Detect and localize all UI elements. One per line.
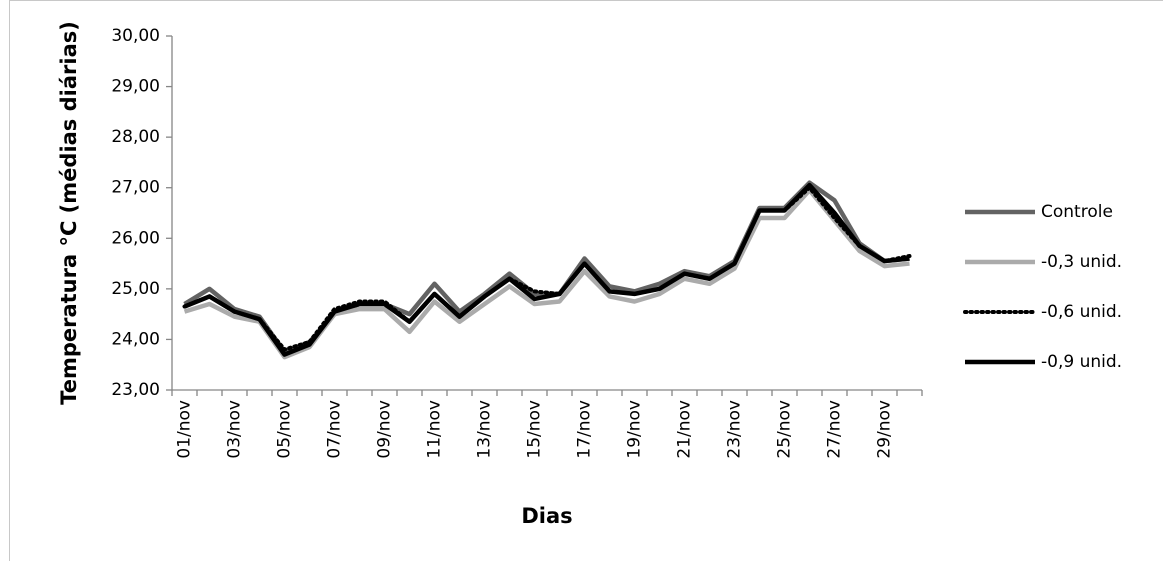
y-tick-label: 30,00 (111, 26, 160, 46)
x-tick-label: 03/nov (225, 400, 245, 459)
x-tick-label: 29/nov (875, 400, 895, 459)
series-line (182, 184, 912, 352)
series-line (183, 180, 910, 355)
legend-label: -0,9 unid. (1041, 352, 1122, 372)
legend-label: Controle (1041, 202, 1113, 222)
x-tick-label: 15/nov (525, 400, 545, 459)
x-tick-label: 23/nov (725, 400, 745, 459)
x-tick-label: 11/nov (425, 400, 445, 459)
y-tick-label: 23,00 (111, 380, 160, 400)
y-tick-label: 28,00 (111, 127, 160, 147)
y-tick-label: 27,00 (111, 178, 160, 198)
legend-label: -0,6 unid. (1041, 302, 1122, 322)
legend-label: -0,3 unid. (1041, 252, 1122, 272)
x-tick-label: 05/nov (275, 400, 295, 459)
y-tick-label: 25,00 (111, 279, 160, 299)
x-tick-label: 07/nov (325, 400, 345, 459)
y-tick-label: 29,00 (111, 77, 160, 97)
x-tick-label: 25/nov (775, 400, 795, 459)
y-tick-label: 24,00 (111, 329, 160, 349)
x-tick-label: 27/nov (825, 400, 845, 459)
x-tick-label: 09/nov (375, 400, 395, 459)
x-tick-label: 17/nov (575, 400, 595, 459)
series-line (183, 187, 910, 360)
y-axis-title: Temperatura °C (médias diárias) (57, 21, 81, 405)
x-tick-label: 21/nov (675, 400, 695, 459)
x-axis-title: Dias (521, 504, 572, 528)
y-tick-label: 26,00 (111, 228, 160, 248)
x-tick-label: 01/nov (175, 400, 195, 459)
series-line (183, 182, 910, 357)
x-tick-label: 19/nov (625, 400, 645, 459)
x-tick-label: 13/nov (475, 400, 495, 459)
